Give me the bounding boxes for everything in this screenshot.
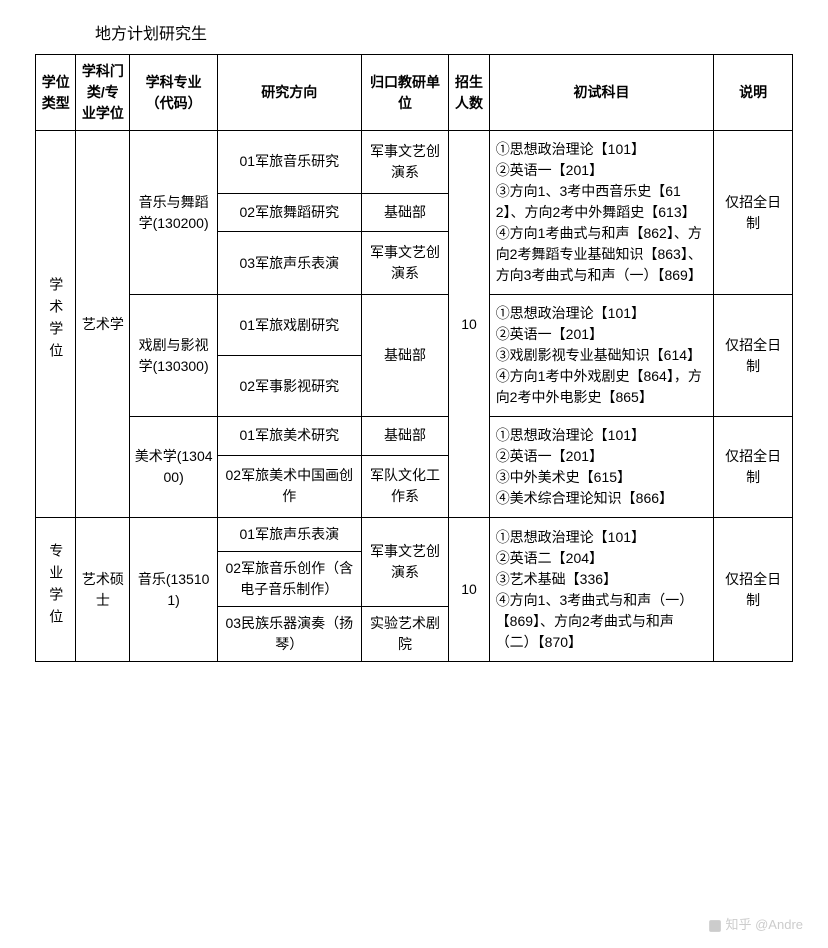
cell-note: 仅招全日制 <box>714 131 793 295</box>
cell-dept: 军队文化工作系 <box>361 455 449 517</box>
cell-direction: 01军旅音乐研究 <box>217 131 361 194</box>
header-note: 说明 <box>714 55 793 131</box>
cell-dept: 基础部 <box>361 295 449 417</box>
header-num: 招生人数 <box>449 55 489 131</box>
cell-exam: ①思想政治理论【101】 ②英语二【204】 ③艺术基础【336】 ④方向1、3… <box>489 518 714 662</box>
cell-direction: 03军旅声乐表演 <box>217 232 361 295</box>
cell-direction: 02军旅美术中国画创作 <box>217 455 361 517</box>
cell-dept: 军事文艺创演系 <box>361 232 449 295</box>
table-row: 专业学位 艺术硕士 音乐(135101) 01军旅声乐表演 军事文艺创演系 10… <box>36 518 793 552</box>
table-row: 美术学(130400) 01军旅美术研究 基础部 ①思想政治理论【101】 ②英… <box>36 417 793 456</box>
cell-direction: 01军旅戏剧研究 <box>217 295 361 356</box>
header-subject: 学科专业（代码） <box>130 55 218 131</box>
zhihu-icon <box>708 919 722 933</box>
header-dept: 归口教研单位 <box>361 55 449 131</box>
cell-dept: 军事文艺创演系 <box>361 131 449 194</box>
cell-direction: 01军旅美术研究 <box>217 417 361 456</box>
cell-dept: 基础部 <box>361 417 449 456</box>
page-title: 地方计划研究生 <box>95 20 793 44</box>
cell-dept: 军事文艺创演系 <box>361 518 449 607</box>
cell-direction: 02军旅音乐创作（含电子音乐制作） <box>217 552 361 607</box>
watermark: 知乎 @Andre <box>708 914 804 933</box>
cell-note: 仅招全日制 <box>714 518 793 662</box>
table-header-row: 学位类型 学科门类/专业学位 学科专业（代码） 研究方向 归口教研单位 招生人数… <box>36 55 793 131</box>
admission-table: 学位类型 学科门类/专业学位 学科专业（代码） 研究方向 归口教研单位 招生人数… <box>35 54 793 662</box>
cell-degree-professional: 专业学位 <box>36 518 76 662</box>
cell-direction: 02军事影视研究 <box>217 356 361 417</box>
cell-subject-music: 音乐与舞蹈学(130200) <box>130 131 218 295</box>
cell-num: 10 <box>449 518 489 662</box>
header-category: 学科门类/专业学位 <box>76 55 130 131</box>
cell-dept: 实验艺术剧院 <box>361 607 449 662</box>
cell-note: 仅招全日制 <box>714 417 793 518</box>
cell-subject-fineart: 美术学(130400) <box>130 417 218 518</box>
cell-num: 10 <box>449 131 489 518</box>
cell-subject-music2: 音乐(135101) <box>130 518 218 662</box>
cell-category-artmaster: 艺术硕士 <box>76 518 130 662</box>
cell-direction: 02军旅舞蹈研究 <box>217 193 361 232</box>
cell-exam: ①思想政治理论【101】 ②英语一【201】 ③戏剧影视专业基础知识【614】 … <box>489 295 714 417</box>
cell-dept: 基础部 <box>361 193 449 232</box>
cell-note: 仅招全日制 <box>714 295 793 417</box>
cell-subject-drama: 戏剧与影视学(130300) <box>130 295 218 417</box>
cell-category-art: 艺术学 <box>76 131 130 518</box>
header-degree: 学位类型 <box>36 55 76 131</box>
header-direction: 研究方向 <box>217 55 361 131</box>
cell-direction: 03民族乐器演奏（扬琴） <box>217 607 361 662</box>
table-row: 戏剧与影视学(130300) 01军旅戏剧研究 基础部 ①思想政治理论【101】… <box>36 295 793 356</box>
cell-direction: 01军旅声乐表演 <box>217 518 361 552</box>
cell-exam: ①思想政治理论【101】 ②英语一【201】 ③中外美术史【615】 ④美术综合… <box>489 417 714 518</box>
cell-degree-academic: 学术学位 <box>36 131 76 518</box>
cell-exam: ①思想政治理论【101】 ②英语一【201】 ③方向1、3考中西音乐史【612】… <box>489 131 714 295</box>
header-exam: 初试科目 <box>489 55 714 131</box>
table-row: 学术学位 艺术学 音乐与舞蹈学(130200) 01军旅音乐研究 军事文艺创演系… <box>36 131 793 194</box>
